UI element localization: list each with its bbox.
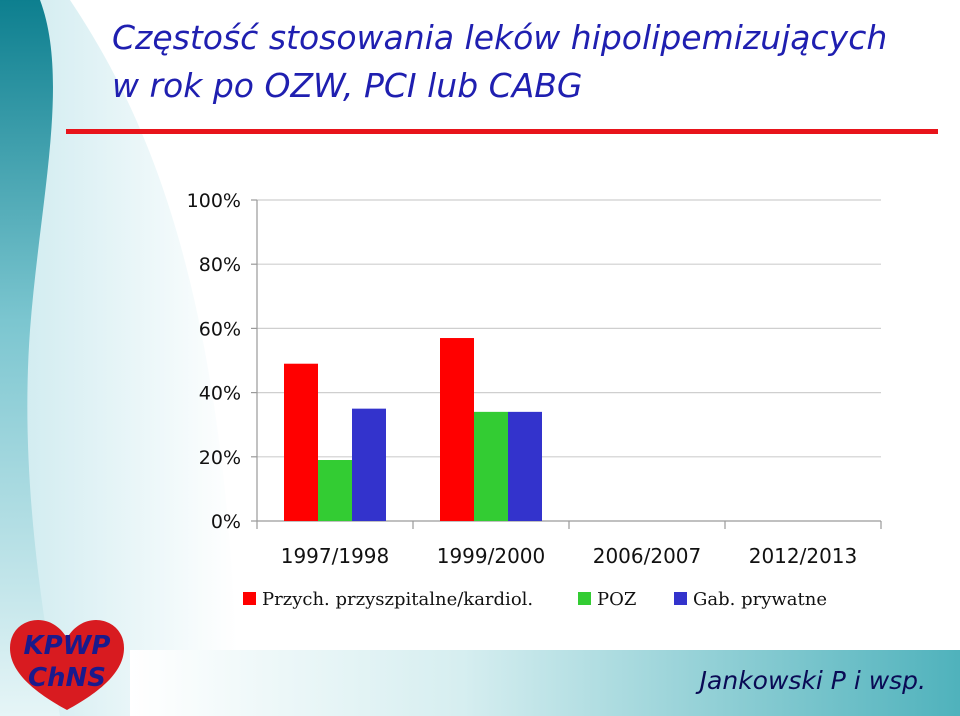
bar-1-2: [440, 338, 474, 521]
legend-swatch: [674, 592, 687, 605]
slide-title-line-1: Częstość stosowania leków hipolipemizują…: [112, 18, 888, 57]
bar-3-1: [352, 408, 386, 521]
y-tick-label: 0%: [211, 511, 241, 533]
author-credit: Jankowski P i wsp.: [699, 666, 926, 695]
x-axis-categories: 1997/1998 1999/2000 2006/2007 2012/2013: [281, 544, 858, 568]
slide-title: Częstość stosowania leków hipolipemizują…: [112, 14, 952, 110]
x-category-label: 2012/2013: [749, 544, 858, 568]
title-divider: [66, 129, 938, 134]
kpwp-chns-logo: KPWP ChNS: [10, 620, 124, 710]
footer-band: [130, 650, 960, 716]
x-category-label: 1999/2000: [437, 544, 546, 568]
legend-label: Przych. przyszpitalne/kardiol.: [262, 589, 533, 610]
y-tick-label: 60%: [199, 318, 241, 340]
legend-swatch: [243, 592, 256, 605]
y-axis-ticks: 0% 20% 40% 60% 80% 100%: [187, 190, 241, 533]
legend-label: Gab. prywatne: [693, 589, 827, 610]
svg-text:ChNS: ChNS: [28, 663, 106, 693]
bar-2-1: [318, 460, 352, 521]
bar-3-2: [508, 411, 542, 521]
chart-legend: Przych. przyszpitalne/kardiol. POZ Gab. pr…: [243, 589, 827, 610]
y-tick-label: 40%: [199, 383, 241, 405]
bar-2-2: [474, 411, 508, 521]
slide-title-line-2: w rok po OZW, PCI lub CABG: [112, 66, 583, 105]
y-tick-label: 100%: [187, 190, 241, 212]
y-tick-label: 20%: [199, 447, 241, 469]
chart-gridlines: [257, 199, 881, 458]
x-category-label: 2006/2007: [593, 544, 702, 568]
bar-1-1: [284, 363, 318, 521]
y-tick-label: 80%: [199, 254, 241, 276]
svg-text:KPWP: KPWP: [24, 631, 111, 661]
chart-bars: [284, 338, 542, 521]
legend-label: POZ: [597, 589, 636, 610]
legend-swatch: [578, 592, 591, 605]
x-category-label: 1997/1998: [281, 544, 390, 568]
